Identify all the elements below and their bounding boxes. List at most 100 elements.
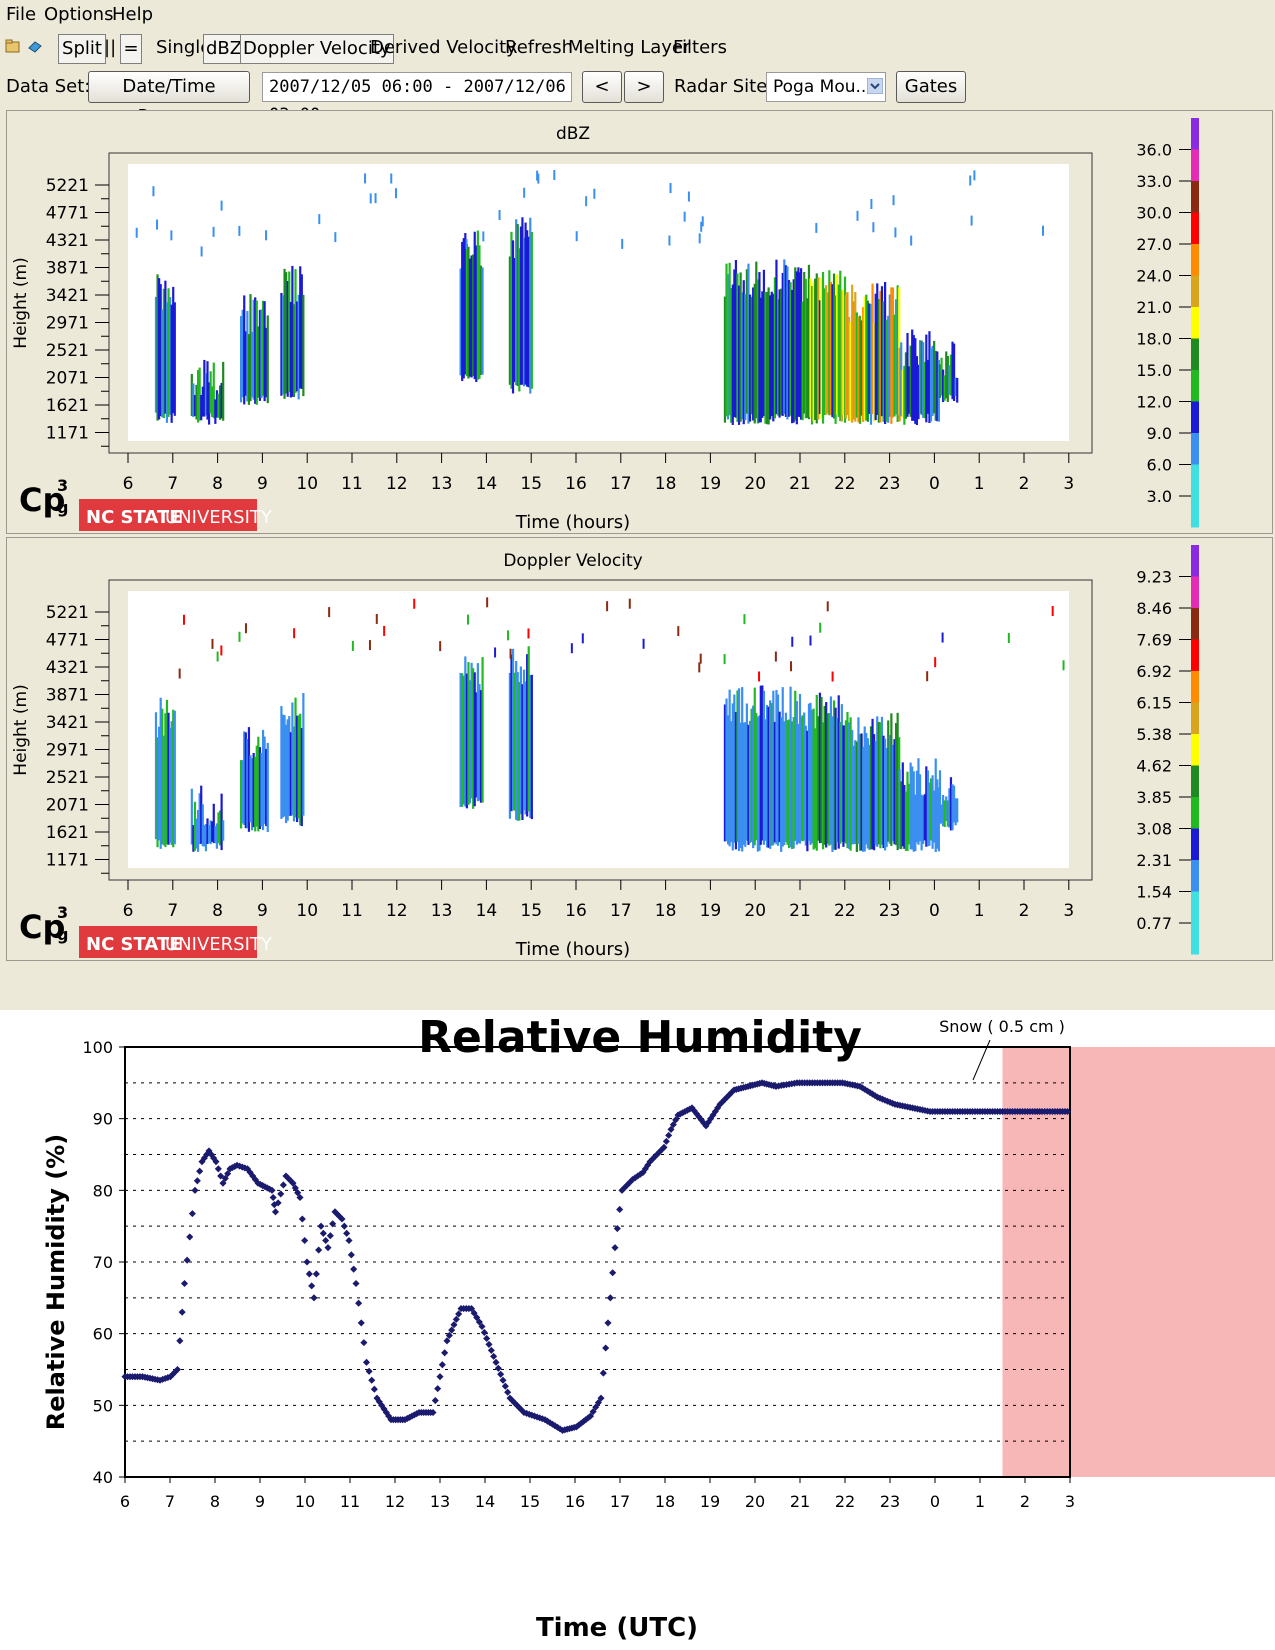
ncstate-logo [79, 499, 257, 531]
echo-column [759, 685, 762, 845]
time-tick-label: 19 [700, 474, 722, 494]
split-button[interactable]: Split [58, 34, 106, 64]
echo-column [756, 716, 759, 852]
echo-column [255, 745, 258, 827]
x-tick-label: 1 [975, 1492, 985, 1511]
echo-column [734, 712, 738, 850]
echo-speck [369, 193, 372, 204]
time-tick-label: 13 [431, 901, 453, 921]
echo-column [866, 738, 869, 849]
echo-column [817, 716, 820, 841]
echo-column [877, 721, 880, 845]
echo-column [765, 291, 769, 425]
echo-column [828, 270, 831, 416]
echo-column [789, 282, 792, 416]
date-range-field[interactable]: 2007/12/05 06:00 - 2007/12/06 03:00 [262, 72, 572, 125]
book-icon[interactable] [27, 38, 43, 54]
echo-column [949, 777, 953, 831]
echo-speck [507, 630, 510, 641]
echo-column [292, 726, 296, 822]
time-tick-label: 8 [212, 474, 223, 494]
echo-column [849, 321, 852, 422]
time-tick-label: 17 [610, 474, 632, 494]
echo-column [218, 810, 222, 846]
time-tick-label: 2 [1019, 474, 1030, 494]
height-tick-label: 2521 [46, 341, 89, 361]
echo-column [255, 300, 258, 405]
time-tick-label: 12 [386, 474, 408, 494]
echo-column [887, 315, 890, 423]
echo-column [286, 281, 289, 397]
echo-column [475, 245, 478, 382]
rh-point [438, 1361, 446, 1369]
parallel-button[interactable]: || [104, 37, 117, 58]
echo-column [462, 675, 465, 805]
chevron-down-icon[interactable] [867, 78, 883, 94]
echo-column [289, 732, 292, 816]
echo-column [834, 295, 837, 424]
cp3g-logo: Cp3 g [19, 476, 68, 519]
menu-file[interactable]: File [6, 4, 37, 25]
legend-label: 3.0 [1147, 487, 1172, 506]
refresh-button[interactable]: Refresh [505, 37, 573, 58]
echo-column [931, 775, 934, 849]
echo-column [261, 300, 265, 396]
echo-column [854, 291, 857, 422]
echo-column [800, 716, 803, 841]
single-button[interactable]: Single [156, 37, 212, 58]
melting-layer-button[interactable]: Melting Layer [568, 37, 691, 58]
previous-button[interactable]: < [582, 71, 622, 103]
echo-speck [809, 635, 812, 646]
legend-swatch [1191, 212, 1199, 244]
echo-column [246, 310, 249, 402]
time-tick-label: 0 [929, 474, 940, 494]
date-time-range-button[interactable]: Date/Time Range: [88, 71, 250, 127]
dbz-button[interactable]: dBZ [203, 34, 246, 64]
echo-speck [212, 226, 215, 237]
legend-swatch [1191, 702, 1199, 734]
echo-column [858, 315, 862, 424]
echo-column [909, 345, 912, 417]
echo-column [516, 672, 519, 821]
echo-column [807, 703, 811, 841]
menu-options[interactable]: Options [44, 4, 114, 25]
gates-button[interactable]: Gates [896, 71, 966, 103]
echo-column [281, 714, 285, 818]
equal-button[interactable]: = [120, 34, 142, 64]
time-tick-label: 6 [123, 474, 134, 494]
echo-column [940, 357, 943, 396]
echo-speck [1051, 606, 1054, 617]
rh-point [196, 1167, 204, 1175]
legend-swatch [1191, 433, 1199, 465]
x-tick-label: 12 [385, 1492, 405, 1511]
time-tick-label: 21 [789, 474, 811, 494]
echo-column [257, 736, 260, 832]
echo-speck [790, 661, 793, 672]
x-tick-label: 10 [295, 1492, 315, 1511]
echo-column [797, 723, 800, 844]
derived-velocity-button[interactable]: Derived Velocity [370, 37, 517, 58]
echo-column [868, 303, 871, 414]
echo-column [744, 294, 747, 421]
echo-column [807, 264, 811, 420]
filters-button[interactable]: Filters [673, 37, 727, 58]
echo-column [192, 383, 195, 418]
echo-column [522, 669, 526, 810]
echo-column [849, 717, 852, 851]
menu-help[interactable]: Help [112, 4, 154, 25]
echo-column [894, 299, 898, 415]
radar-site-select[interactable]: Poga Mou... [766, 72, 886, 102]
x-tick-label: 8 [210, 1492, 220, 1511]
echo-column [820, 696, 823, 844]
time-tick-label: 10 [296, 901, 318, 921]
doppler-velocity-button[interactable]: Doppler Velocity [240, 34, 394, 64]
legend-label: 12.0 [1136, 393, 1172, 412]
ncstate-logo [79, 926, 257, 958]
echo-speck [698, 233, 701, 244]
next-button[interactable]: > [624, 71, 664, 103]
echo-column [770, 703, 773, 846]
time-tick-label: 20 [744, 901, 766, 921]
open-folder-icon[interactable] [5, 38, 21, 54]
echo-column [778, 289, 781, 418]
time-tick-label: 3 [1063, 901, 1074, 921]
